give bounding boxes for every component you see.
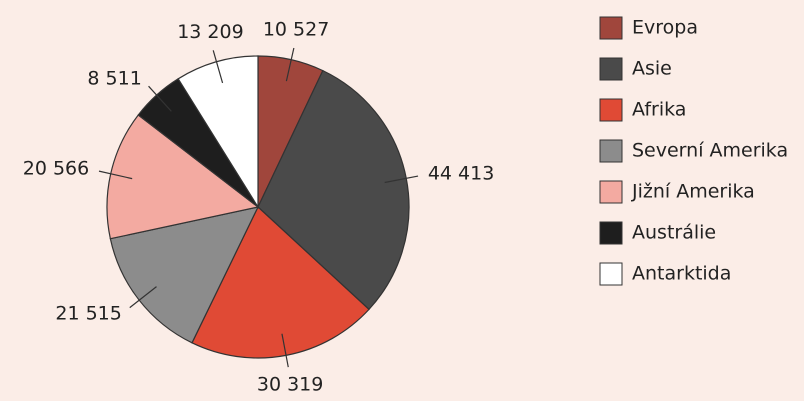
legend-swatch [599, 16, 623, 40]
legend-swatch [599, 221, 623, 245]
legend-label: Austrálie [632, 222, 716, 244]
leader-line [148, 85, 172, 112]
legend-swatch [599, 139, 623, 163]
legend-label: Asie [632, 58, 672, 80]
legend-label: Jižní Amerika [631, 181, 755, 203]
data-label: 44 413 [428, 163, 494, 185]
legend-label: Afrika [632, 99, 686, 121]
data-label: 8 511 [87, 67, 141, 89]
legend-label: Severní Amerika [632, 140, 788, 162]
leader-line [285, 47, 295, 82]
leader-line [212, 50, 224, 84]
legend-swatch [599, 262, 623, 286]
legend-label: Evropa [632, 17, 698, 39]
leader-line [98, 170, 133, 180]
leader-line [281, 333, 289, 368]
leader-line [384, 175, 419, 184]
legend-swatch [599, 98, 623, 122]
data-label: 13 209 [177, 21, 243, 43]
leader-line [129, 286, 157, 309]
data-label: 30 319 [257, 373, 323, 395]
legend-swatch [599, 57, 623, 81]
data-label: 20 566 [23, 157, 89, 179]
legend-swatch [599, 180, 623, 204]
legend-label: Antarktida [632, 263, 731, 285]
data-label: 10 527 [263, 19, 329, 41]
data-label: 21 515 [55, 302, 121, 324]
